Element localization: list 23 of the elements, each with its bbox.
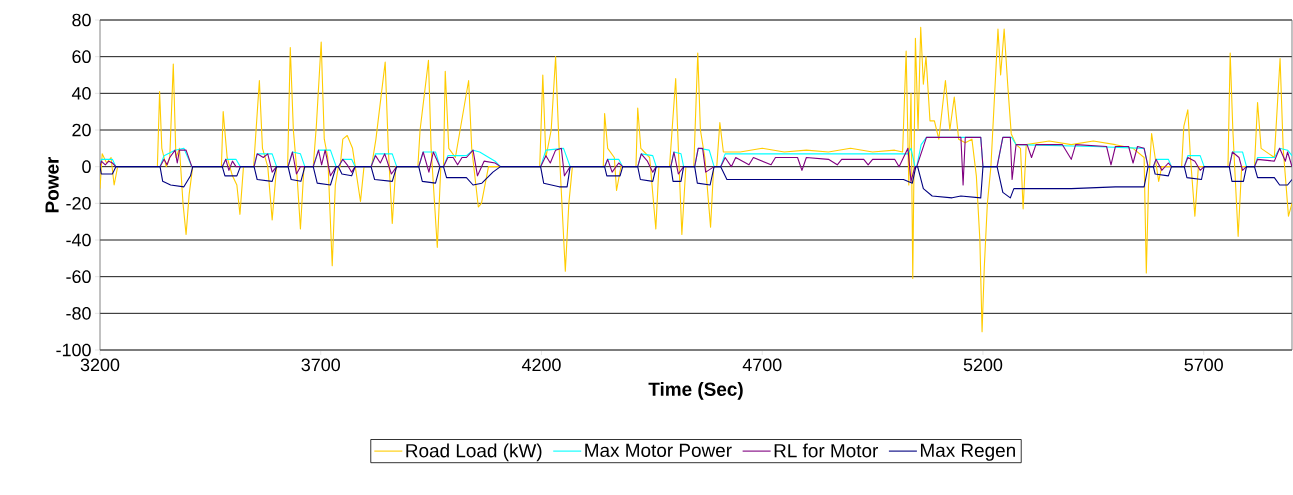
- y-tick-label: -20: [66, 196, 91, 210]
- legend-label: RL for Motor: [774, 443, 879, 458]
- x-tick-label: 4700: [742, 358, 782, 372]
- y-axis-title: Power: [45, 156, 59, 213]
- y-tick-label: 40: [71, 86, 91, 100]
- x-tick-label: 5700: [1184, 358, 1223, 372]
- y-tick-label: 20: [72, 123, 91, 137]
- legend-label: Max Regen: [920, 443, 1015, 461]
- legend-label: Max Motor Power: [585, 443, 732, 458]
- x-axis-title: Time (Sec): [648, 382, 743, 400]
- y-tick-label: -40: [66, 233, 91, 247]
- line-series: [100, 26, 1292, 333]
- y-tick-label: -80: [66, 306, 91, 320]
- y-tick-label: 80: [72, 13, 91, 27]
- legend-label: Road Load (kW): [406, 443, 542, 462]
- x-tick-label: 5200: [963, 358, 1003, 372]
- x-tick-label: 3200: [80, 358, 120, 372]
- y-tick-label: 0: [82, 160, 91, 174]
- x-tick-label: 3700: [301, 358, 340, 372]
- x-tick-label: 4200: [521, 358, 561, 372]
- y-tick-label: 60: [72, 50, 91, 64]
- y-tick-label: -100: [56, 343, 91, 357]
- y-tick-label: -60: [66, 270, 91, 284]
